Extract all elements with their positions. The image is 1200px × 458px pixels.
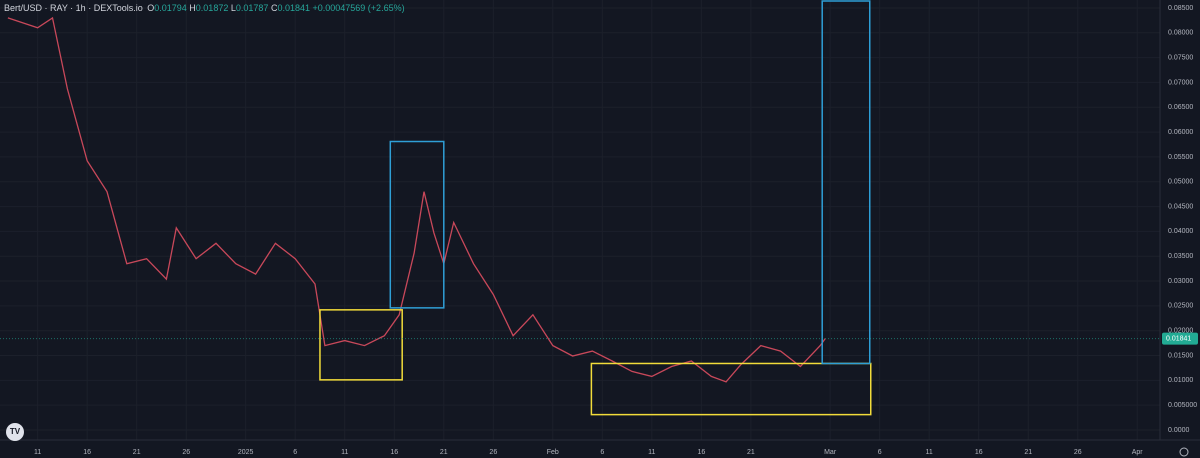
- last-price-label: 0.01841: [1166, 335, 1191, 342]
- x-tick-label: 6: [293, 449, 297, 456]
- symbol: Bert/USD · RAY · 1h · DEXTools.io: [4, 3, 143, 13]
- y-tick-label: 0.08500: [1168, 5, 1193, 12]
- legend-header: Bert/USD · RAY · 1h · DEXTools.io O0.017…: [4, 3, 405, 13]
- y-tick-label: 0.03000: [1168, 278, 1193, 285]
- grid: [0, 0, 1160, 440]
- annotation-box: [821, 0, 871, 365]
- y-tick-label: 0.01500: [1168, 352, 1193, 359]
- ohlc-key: L: [230, 3, 236, 13]
- ohlc-value: 0.01794: [154, 3, 187, 13]
- annotation-box: [319, 309, 403, 381]
- y-tick-label: 0.07000: [1168, 79, 1193, 86]
- x-tick-label: 11: [341, 449, 348, 456]
- x-tick-label: 21: [1024, 449, 1032, 456]
- svg-text:TV: TV: [10, 427, 21, 436]
- x-tick-label: 11: [34, 449, 41, 456]
- ohlc-value: 0.01841: [277, 3, 310, 13]
- y-tick-label: 0.05000: [1168, 179, 1193, 186]
- x-tick-label: 26: [182, 449, 190, 456]
- ohlc-value: 0.01872: [195, 3, 229, 13]
- ohlc-key: H: [189, 3, 196, 13]
- y-tick-label: 0.04500: [1168, 203, 1193, 210]
- y-tick-label: 0.04000: [1168, 228, 1193, 235]
- y-tick-label: 0.03500: [1168, 253, 1193, 260]
- y-tick-label: 0.0000: [1168, 427, 1190, 434]
- x-tick-label: 6: [600, 449, 604, 456]
- annotation-box: [590, 362, 872, 416]
- x-tick-label: 16: [390, 449, 398, 456]
- x-tick-label: 26: [489, 449, 497, 456]
- y-tick-label: 0.06500: [1168, 104, 1193, 111]
- y-tick-label: 0.08000: [1168, 30, 1193, 37]
- tv-logo: TV: [6, 423, 24, 441]
- x-tick-label: Apr: [1132, 449, 1144, 456]
- settings-icon[interactable]: [1179, 447, 1189, 457]
- x-tick-label: 21: [440, 449, 448, 456]
- x-tick-label: 16: [975, 449, 983, 456]
- x-tick-label: 11: [648, 449, 655, 456]
- x-tick-label: 2025: [238, 449, 254, 456]
- annotation-box: [389, 140, 445, 309]
- price-change: +0.00047569 (+2.65%): [312, 3, 405, 13]
- ohlc-key: O: [147, 3, 155, 13]
- y-tick-label: 0.02000: [1168, 328, 1193, 335]
- y-tick-label: 0.005000: [1168, 402, 1197, 409]
- x-tick-label: 11: [926, 449, 933, 456]
- y-tick-label: 0.01000: [1168, 377, 1193, 384]
- x-tick-label: 6: [878, 449, 882, 456]
- y-tick-label: 0.02500: [1168, 303, 1193, 310]
- price-line: [7, 16, 826, 383]
- x-tick-label: Feb: [547, 449, 559, 456]
- y-tick-label: 0.06000: [1168, 129, 1193, 136]
- x-tick-label: 21: [747, 449, 755, 456]
- last-price-tag: [1162, 332, 1198, 345]
- y-tick-label: 0.07500: [1168, 54, 1193, 61]
- x-tick-label: 16: [697, 449, 705, 456]
- x-tick-label: 16: [83, 449, 91, 456]
- x-tick-label: Mar: [824, 449, 837, 456]
- y-tick-label: 0.05500: [1168, 154, 1193, 161]
- x-tick-label: 26: [1074, 449, 1082, 456]
- ohlc-value: 0.01787: [235, 3, 269, 13]
- ohlc-key: C: [270, 3, 278, 13]
- x-tick-label: 21: [133, 449, 141, 456]
